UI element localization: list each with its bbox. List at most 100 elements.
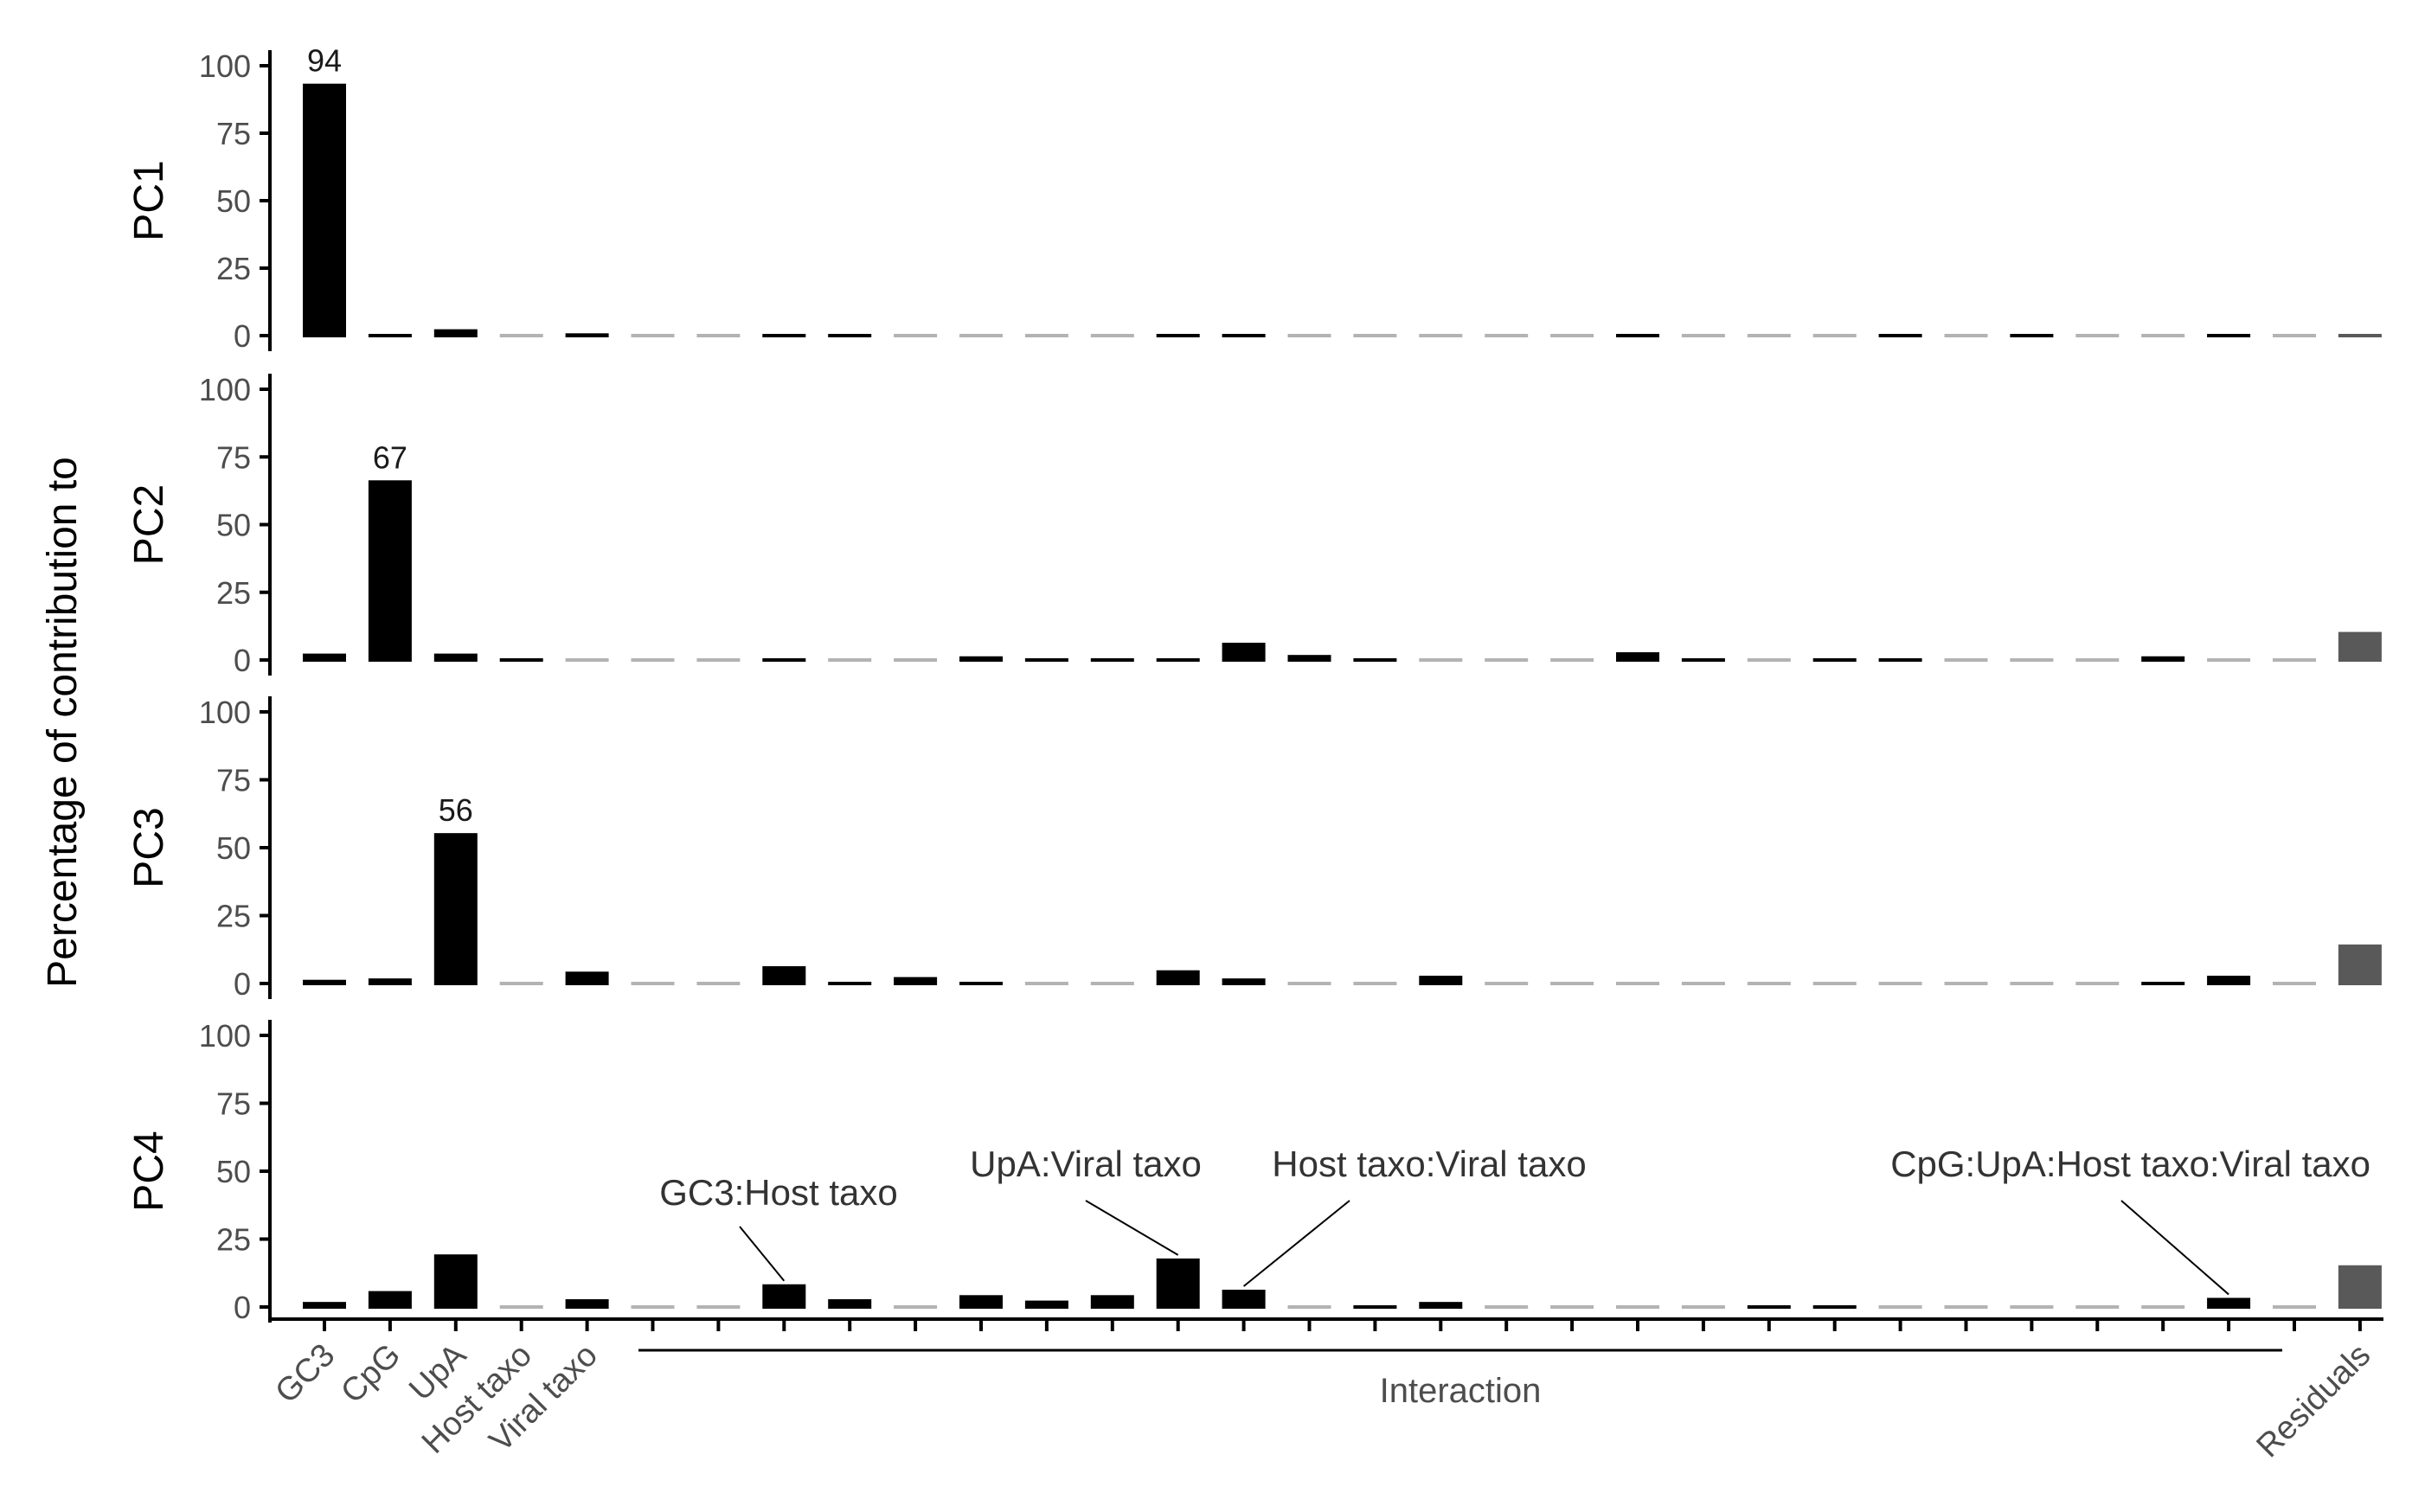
panel-pc1: 0 25 50 75 100 PC1 94	[126, 43, 2382, 354]
panel-label: PC1	[126, 160, 172, 240]
bar-pc2-20	[1616, 652, 1659, 662]
y-tick-label: 50	[216, 1154, 251, 1189]
bar-pc1-4	[565, 333, 609, 337]
bar-pc3-18	[1485, 982, 1529, 985]
annotation-label: Host taxo:Viral taxo	[1272, 1144, 1586, 1184]
bar-pc3-11	[1024, 982, 1068, 985]
bar-pc1-6	[696, 334, 741, 337]
bar-pc1-19	[1550, 334, 1594, 337]
bar-pc1-10	[959, 334, 1003, 337]
bar-pc3-1	[368, 978, 412, 985]
panels: 0 25 50 75 100 PC1 94 0 25 50 75 100 PC2 67 0 25 50 75 100…	[126, 43, 2382, 1325]
bar-pc2-15	[1287, 655, 1331, 662]
bar-pc1-3	[499, 334, 543, 337]
bar-pc1-16	[1353, 334, 1397, 337]
bar-pc4-18	[1485, 1305, 1529, 1309]
bar-pc1-7	[762, 334, 806, 337]
bar-pc2-22	[1747, 658, 1791, 662]
bar-pc4-13	[1156, 1258, 1200, 1309]
bar-pc1-11	[1024, 334, 1068, 337]
annotation: GC3:Host taxo	[659, 1172, 898, 1282]
bar-pc1-13	[1156, 334, 1200, 337]
bar-pc4-9	[894, 1305, 938, 1309]
bar-pc1-27	[2075, 334, 2120, 337]
y-tick-label: 100	[199, 48, 251, 84]
y-tick-label: 50	[216, 508, 251, 543]
annotation-label: CpG:UpA:Host taxo:Viral taxo	[1890, 1144, 2370, 1184]
bar-pc3-17	[1419, 976, 1463, 985]
bar-pc3-6	[696, 982, 741, 985]
bar-pc3-15	[1287, 982, 1331, 985]
bar-pc4-14	[1222, 1290, 1266, 1309]
bar-pc2-8	[828, 658, 872, 662]
bar-pc2-17	[1419, 658, 1463, 662]
bar-pc4-31	[2338, 1265, 2382, 1309]
bar-pc2-9	[894, 658, 938, 662]
bar-pc3-25	[1944, 982, 1988, 985]
bar-pc2-13	[1156, 658, 1200, 662]
bar-pc3-9	[894, 977, 938, 985]
bar-pc2-6	[696, 658, 741, 662]
bar-pc2-2	[433, 653, 478, 662]
bar-value-label: 67	[373, 439, 407, 475]
y-tick-label: 25	[216, 575, 251, 611]
panel-pc2: 0 25 50 75 100 PC2 67	[126, 372, 2382, 678]
x-category-label: GC3	[268, 1337, 342, 1411]
panel-label: PC2	[126, 484, 172, 565]
x-category-label: CpG	[334, 1337, 407, 1411]
bar-pc2-14	[1222, 643, 1266, 662]
bar-pc4-2	[433, 1254, 478, 1309]
bar-pc4-20	[1616, 1305, 1659, 1309]
annotation: UpA:Viral taxo	[970, 1144, 1202, 1256]
bar-pc4-21	[1681, 1305, 1725, 1309]
bar-pc4-4	[565, 1299, 609, 1309]
annotation-leader-line	[2120, 1200, 2229, 1296]
panel-pc3: 0 25 50 75 100 PC3 56	[126, 695, 2382, 1002]
interaction-group-label: Interaction	[1380, 1372, 1542, 1410]
panel-label: PC3	[126, 807, 172, 887]
bar-pc1-0	[303, 83, 346, 337]
bar-pc4-6	[696, 1305, 741, 1309]
bar-pc2-25	[1944, 658, 1988, 662]
y-tick-label: 75	[216, 763, 251, 798]
bar-pc3-24	[1878, 982, 1922, 985]
bar-pc4-11	[1024, 1300, 1068, 1309]
bar-pc3-23	[1812, 982, 1857, 985]
bar-pc1-8	[828, 334, 872, 337]
bar-pc1-25	[1944, 334, 1988, 337]
bar-pc1-12	[1090, 334, 1134, 337]
y-tick-label: 25	[216, 899, 251, 934]
bar-pc3-3	[499, 982, 543, 985]
bar-pc2-27	[2075, 658, 2120, 662]
bar-pc4-27	[2075, 1305, 2120, 1309]
bar-pc2-5	[631, 658, 675, 662]
bar-pc3-27	[2075, 982, 2120, 985]
bar-pc3-14	[1222, 978, 1266, 985]
bar-pc4-1	[368, 1291, 412, 1309]
bar-pc3-10	[959, 982, 1003, 985]
panel-label: PC4	[126, 1131, 172, 1211]
y-tick-label: 75	[216, 439, 251, 475]
panel-pc4: 0 25 50 75 100 PC4	[126, 1018, 2382, 1325]
bar-value-label: 56	[439, 792, 473, 828]
bar-pc4-28	[2141, 1305, 2185, 1309]
bar-pc3-7	[762, 966, 806, 985]
bar-pc2-21	[1681, 658, 1725, 662]
bar-pc2-10	[959, 656, 1003, 662]
bar-value-label: 94	[307, 43, 342, 79]
bar-pc2-24	[1878, 658, 1922, 662]
bar-pc4-24	[1878, 1305, 1922, 1309]
bar-pc2-3	[499, 658, 543, 662]
bar-pc3-30	[2273, 982, 2316, 985]
y-tick-label: 0	[234, 1290, 251, 1325]
bar-pc3-8	[828, 982, 872, 985]
bar-pc4-3	[499, 1305, 543, 1309]
bar-pc4-23	[1812, 1305, 1857, 1309]
y-tick-label: 0	[234, 643, 251, 678]
bar-pc1-28	[2141, 334, 2185, 337]
bar-pc1-18	[1485, 334, 1529, 337]
y-tick-label: 25	[216, 251, 251, 286]
y-tick-label: 25	[216, 1222, 251, 1258]
bar-pc3-2	[433, 833, 478, 985]
